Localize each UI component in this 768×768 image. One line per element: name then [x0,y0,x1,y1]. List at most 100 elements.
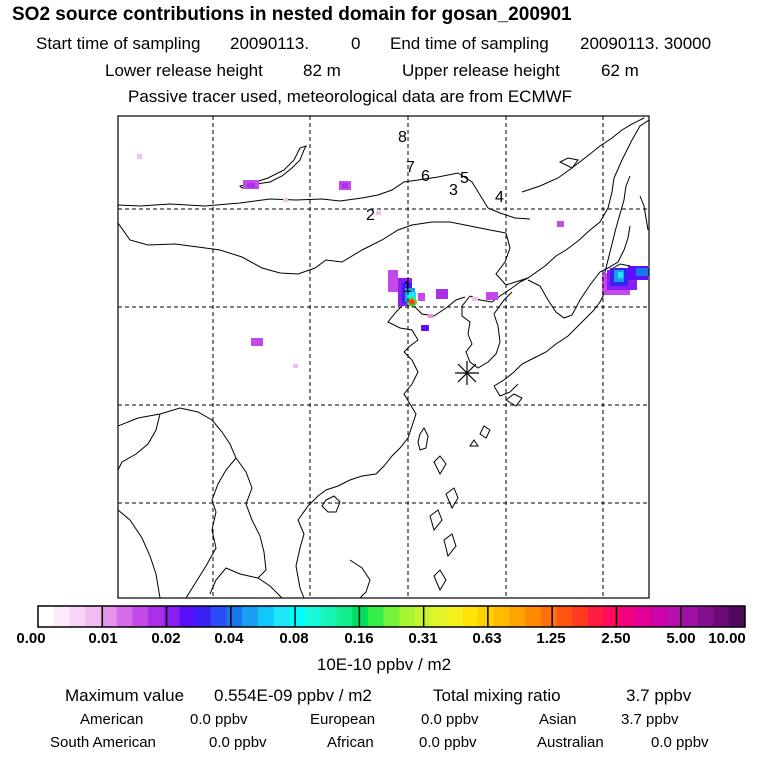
colorbar-cell [729,606,746,627]
colorbar-cell [320,606,337,627]
map-frame [117,115,650,599]
region-value: 0.0 ppbv [651,734,709,751]
colorbar-cell [713,606,730,627]
map-content: 8 7 6 3 5 4 2 1 [118,116,649,598]
colorbar-cell [477,606,495,627]
colorbar-cell [242,606,259,627]
tracer-info: Passive tracer used, meteorological data… [128,87,573,106]
colorbar-cell [587,606,604,627]
upper-height-value: 62 m [601,61,639,80]
start-time-label: Start time of sampling [36,34,201,53]
day-label: 2 [366,207,375,224]
colorbar-unit: 10E-10 ppbv / m2 [316,655,452,674]
colorbar-label: 0.08 [279,630,309,647]
total-mixing-label: Total mixing ratio [433,686,561,705]
colorbar-cell [147,606,165,627]
colorbar-cell [509,606,526,627]
colorbar-label: 2.50 [601,630,631,647]
colorbar-cell [38,606,55,627]
upper-height-label: Upper release height [402,61,560,80]
colorbar-cell [619,606,636,627]
colorbar-label: 0.16 [344,630,374,647]
colorbar-label: 0.00 [16,630,46,647]
end-time-label: End time of sampling [390,34,549,53]
colorbar-label: 10.00 [708,630,746,647]
region-name: American [80,711,144,728]
day-label: 8 [398,129,407,146]
colorbar-cell [352,606,369,627]
colorbar-cell [257,606,275,627]
day-label: 6 [421,168,430,185]
max-value: 0.554E-09 ppbv / m2 [214,686,372,705]
start-time-hour: 0 [351,34,361,53]
colorbar-label: 0.04 [214,630,244,647]
region-value: 0.0 ppbv [190,711,248,728]
gridlines [118,116,649,598]
colorbar-cell [430,606,447,627]
start-time-value: 20090113. [230,34,310,53]
colorbar-cell [399,606,416,627]
colorbar-cell [603,606,620,627]
colorbar-cell [305,606,322,627]
colorbar-cell [540,606,557,627]
colorbar-cell [336,606,353,627]
lower-height-value: 82 m [303,61,341,80]
plume-patches [137,154,649,368]
day-label: 1 [403,279,412,296]
colorbar-frame [37,605,746,628]
colorbar-cell [682,606,699,627]
day-label: 3 [449,182,458,199]
region-name: Australian [537,734,604,751]
colorbar-cell [226,606,243,627]
colorbar-cell [525,606,542,627]
colorbar-cell [273,606,290,627]
colorbar-label: 0.02 [151,630,181,647]
colorbar-label: 1.25 [536,630,566,647]
page-title: SO2 source contributions in nested domai… [12,4,572,25]
region-name: African [327,734,374,751]
lower-height-label: Lower release height [105,61,263,80]
region-value: 3.7 ppbv [621,711,679,728]
colorbar-cell [53,606,70,627]
receptor-asterisk-icon [455,361,479,385]
colorbar-label: 0.01 [88,630,118,647]
colorbar-cell [650,606,667,627]
colorbar-cell [210,606,227,627]
end-time-value: 20090113. 30000 [580,34,712,53]
colorbar-cell [666,606,683,627]
day-label: 5 [460,170,469,187]
colorbar-cell [179,606,196,627]
colorbar-cell [100,606,117,627]
region-value: 0.0 ppbv [209,734,267,751]
region-value: 0.0 ppbv [419,734,477,751]
day-labels: 8 7 6 3 5 4 2 1 [366,129,504,296]
colorbar-label: 0.63 [472,630,502,647]
region-name: South American [50,734,156,751]
colorbar-cell [367,606,385,627]
colorbar-cell [116,606,133,627]
coastlines [118,117,649,598]
colorbar-cell [635,606,652,627]
colorbar-cell [697,606,714,627]
colorbar [38,606,746,627]
colorbar-cell [383,606,400,627]
colorbar-cell [289,606,306,627]
colorbar-ticks [101,606,682,627]
colorbar-label: 5.00 [666,630,696,647]
region-value: 0.0 ppbv [421,711,479,728]
colorbar-label: 0.31 [408,630,438,647]
colorbar-cell [163,606,180,627]
colorbar-cell [556,606,573,627]
max-value-label: Maximum value [65,686,185,705]
colorbar-cell [572,606,589,627]
region-name: European [310,711,376,728]
total-mixing-value: 3.7 ppbv [626,686,692,705]
colorbar-cell [69,606,86,627]
day-label: 4 [495,189,504,206]
day-label: 7 [406,159,415,176]
colorbar-cell [493,606,510,627]
colorbar-cell [446,606,463,627]
colorbar-cell [85,606,102,627]
colorbar-cell [462,606,479,627]
